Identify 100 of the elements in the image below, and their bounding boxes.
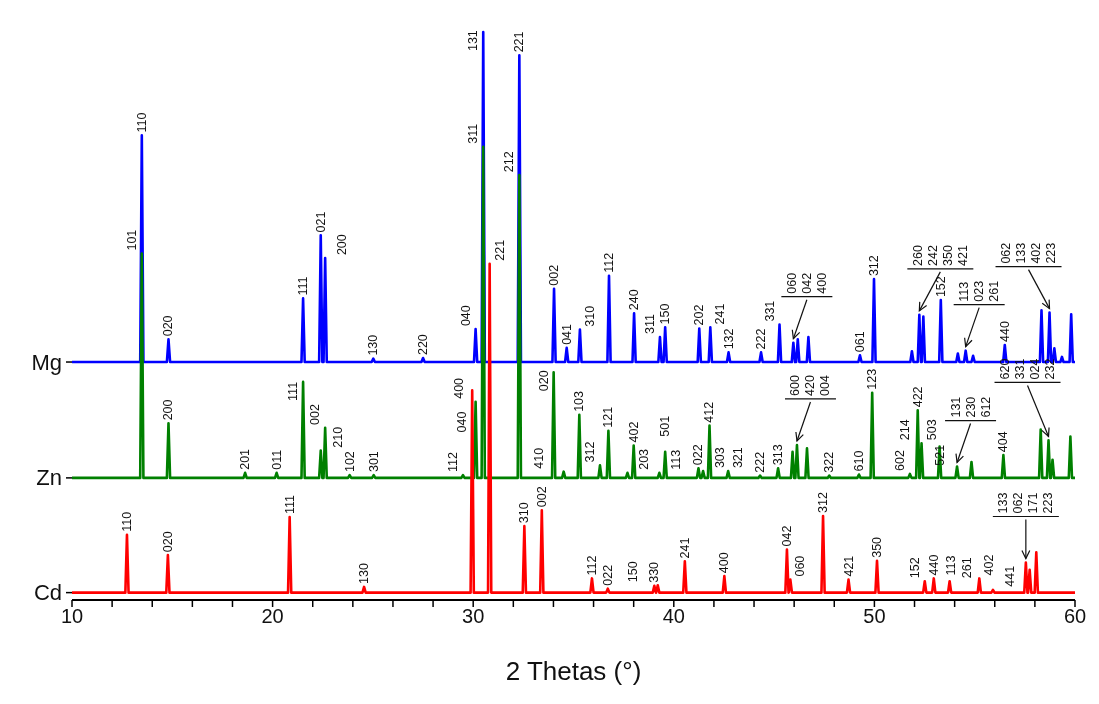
annotation: 002 <box>308 404 323 425</box>
annotation: 112 <box>445 452 460 473</box>
annotation: 501 <box>658 415 673 437</box>
annotation: 620 331 024 232 <box>998 358 1058 380</box>
x-axis-title: 2 Thetas (°) <box>505 656 642 686</box>
annotation: 312 <box>582 441 597 463</box>
annotation: 131 230 612 <box>948 396 993 418</box>
annotation: 133 062 171 223 <box>996 492 1056 514</box>
x-tick-label: 40 <box>662 605 685 628</box>
annotation: 121 <box>601 406 616 428</box>
series-label: Mg <box>31 349 62 375</box>
annotation: 212 <box>502 151 517 173</box>
annotation: 310 <box>517 502 532 524</box>
annotation: 402 <box>982 554 997 576</box>
annotation: 022 <box>600 564 615 586</box>
annotation: 020 <box>161 315 176 337</box>
annotation: 022 <box>691 444 706 466</box>
annotation: 421 <box>841 555 856 577</box>
annotation: 200 <box>161 399 176 421</box>
annotation: 112 <box>584 555 599 576</box>
annotation: 503 <box>924 419 939 441</box>
series-label: Zn <box>36 465 62 491</box>
annotation: 111 <box>296 276 311 296</box>
annotation: 020 <box>160 531 175 553</box>
annotation: 041 <box>559 323 574 345</box>
annotation: 311 <box>642 314 657 335</box>
annotation: 602 <box>892 450 907 471</box>
annotation: 404 <box>996 431 1011 453</box>
x-tick-label: 20 <box>261 605 284 628</box>
annotation: 132 <box>721 328 736 350</box>
annotation: 221 <box>512 31 527 53</box>
x-tick-label: 30 <box>462 605 485 628</box>
annotation: 241 <box>713 303 728 325</box>
annotation: 610 <box>851 450 866 472</box>
annotation: 600 420 004 <box>788 375 833 396</box>
annotation: 321 <box>731 447 746 469</box>
annotation: 110 <box>134 112 149 133</box>
annotation: 210 <box>330 426 345 448</box>
annotation: 152 <box>933 276 948 298</box>
annotation: 400 <box>451 377 466 399</box>
annotation: 011 <box>269 449 284 470</box>
annotation: 402 <box>626 421 641 443</box>
annotation: 113 023 261 <box>957 280 1002 302</box>
annotation: 042 <box>779 525 794 547</box>
annotation: 150 <box>625 561 640 583</box>
annotation: 322 <box>822 451 837 473</box>
annotation: 123 <box>865 368 880 390</box>
annotation: 521 <box>932 444 947 466</box>
annotation: 113 <box>669 449 684 470</box>
annotation: 400 <box>717 552 732 574</box>
annotation: 150 <box>658 303 673 325</box>
annotation: 040 <box>455 411 470 433</box>
annotation: 131 <box>466 30 481 52</box>
annotation: 330 <box>647 561 662 583</box>
annotation: 312 <box>867 255 881 277</box>
annotation: 312 <box>816 492 831 513</box>
annotation: 111 <box>282 495 297 515</box>
annotation: 313 <box>771 444 786 466</box>
series-label: Cd <box>33 580 62 606</box>
annotation: 422 <box>910 386 925 408</box>
annotation: 310 <box>582 305 597 327</box>
x-tick-label: 50 <box>863 605 886 628</box>
annotation: 061 <box>852 331 867 353</box>
annotation: 111 <box>286 381 301 401</box>
annotation: 002 <box>534 486 549 508</box>
annotation: 112 <box>602 252 617 273</box>
annotation: 260 242 350 421 <box>910 244 970 266</box>
annotation: 200 <box>335 234 350 256</box>
annotation: 021 <box>313 211 328 233</box>
annotation: 202 <box>692 304 707 326</box>
annotation: 241 <box>677 537 692 559</box>
annotation: 101 <box>124 229 139 251</box>
annotation: 440 <box>997 321 1012 342</box>
annotation: 130 <box>366 334 381 356</box>
annotation: 222 <box>753 451 768 473</box>
annotation: 060 042 400 <box>784 272 829 294</box>
annotation: 412 <box>702 401 717 423</box>
annotation: 113 <box>943 555 958 576</box>
annotation: 102 <box>342 451 357 473</box>
annotation: 020 <box>536 370 551 392</box>
annotation: 203 <box>637 448 652 470</box>
annotation: 311 <box>466 123 481 144</box>
annotation: 261 <box>959 557 974 579</box>
annotation: 152 <box>907 557 922 579</box>
annotation: 062 133 402 223 <box>999 242 1059 264</box>
annotation: 130 <box>357 563 372 584</box>
annotation: 331 <box>762 300 777 322</box>
annotation: 222 <box>754 328 769 350</box>
annotation: 103 <box>572 390 587 412</box>
annotation: 201 <box>238 448 253 470</box>
annotation: 110 <box>119 511 134 532</box>
annotation: 440 <box>926 554 941 576</box>
annotation: 410 <box>531 447 546 469</box>
annotation: 350 <box>870 536 885 558</box>
annotation: 303 <box>713 447 728 469</box>
x-tick-label: 10 <box>60 605 84 628</box>
annotation: 040 <box>458 305 473 327</box>
annotation: 002 <box>547 264 562 286</box>
annotation: 301 <box>366 451 381 473</box>
annotation: 060 <box>793 555 808 577</box>
